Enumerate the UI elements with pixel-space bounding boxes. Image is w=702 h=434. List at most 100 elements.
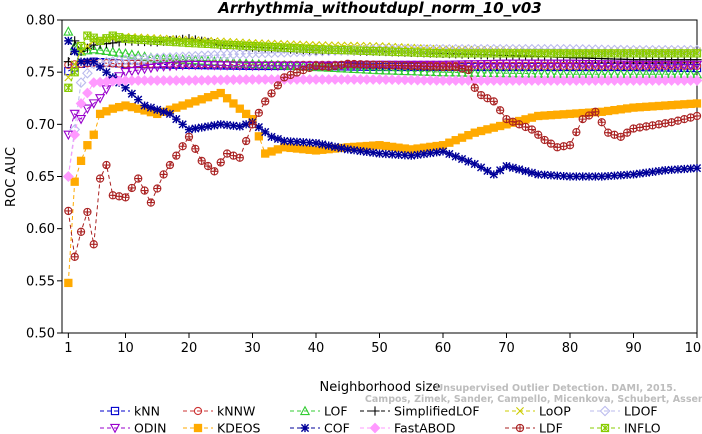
- point-odin: [152, 62, 163, 73]
- point-ldf: [197, 156, 206, 165]
- point-cof: [324, 141, 333, 150]
- point-odin: [577, 59, 588, 70]
- point-cof: [464, 157, 473, 166]
- point-cof: [165, 109, 175, 118]
- point-odin: [628, 60, 639, 71]
- point-odin: [602, 60, 614, 70]
- point-inflo: [692, 49, 702, 58]
- point-cof: [153, 105, 162, 114]
- point-odin: [285, 61, 296, 72]
- point-odin: [526, 59, 538, 70]
- legend-item-loop: LoOP: [505, 404, 571, 419]
- point-lof: [380, 64, 391, 75]
- point-inflo: [102, 34, 111, 43]
- point-cof: [223, 120, 232, 130]
- point-kdeos: [692, 99, 702, 108]
- point-odin: [450, 60, 461, 71]
- point-inflo: [70, 68, 79, 77]
- legend-item-lof: LOF: [290, 404, 348, 419]
- point-odin: [634, 60, 645, 71]
- legend-marker-kdeos: [193, 423, 203, 433]
- point-ldf: [134, 174, 143, 183]
- point-odin: [215, 61, 226, 71]
- point-cof: [261, 127, 270, 137]
- point-kdeos: [229, 99, 238, 108]
- point-odin: [253, 61, 264, 72]
- point-lof: [387, 65, 398, 75]
- legend-item-kdeos: KDEOS: [183, 421, 261, 434]
- point-odin: [202, 61, 214, 71]
- legend-marker-loop: [516, 407, 524, 415]
- point-lof: [266, 59, 277, 69]
- point-odin: [641, 60, 652, 71]
- point-odin: [475, 60, 487, 70]
- point-ldf: [140, 186, 149, 195]
- series-layer: [62, 26, 702, 288]
- point-odin: [533, 59, 544, 70]
- legend-item-ldof: LDOF: [590, 404, 658, 419]
- point-inflo: [83, 31, 92, 40]
- point-odin: [463, 60, 474, 70]
- point-odin: [272, 61, 284, 72]
- point-cof: [419, 149, 429, 159]
- point-cof: [127, 89, 136, 98]
- point-odin: [323, 61, 334, 72]
- point-ldf: [534, 130, 543, 139]
- point-ldf: [83, 207, 92, 217]
- point-ldof: [75, 77, 87, 88]
- point-lof: [342, 63, 353, 73]
- point-cof: [254, 123, 263, 132]
- point-inflo: [76, 41, 86, 51]
- point-cof: [64, 36, 73, 45]
- point-odin: [171, 61, 182, 72]
- point-ldf: [273, 81, 283, 90]
- point-cof: [565, 172, 575, 181]
- point-cof: [616, 171, 625, 180]
- point-cof: [610, 171, 619, 180]
- point-odin: [437, 60, 449, 71]
- point-cof: [381, 149, 390, 159]
- point-odin: [552, 59, 563, 70]
- point-lof: [355, 63, 366, 74]
- point-odin: [75, 114, 87, 125]
- point-odin: [164, 61, 176, 72]
- legend: kNN kNNW LOF SimplifiedLOF LoOP LDOF ODIN KDEOS…: [100, 404, 661, 434]
- point-inflo: [89, 33, 98, 42]
- point-kdeos: [83, 141, 92, 150]
- point-odin: [647, 60, 658, 71]
- point-cof: [515, 165, 524, 174]
- legend-label: FastABOD: [394, 421, 456, 434]
- point-odin: [488, 59, 499, 70]
- point-cof: [692, 164, 702, 173]
- point-cof: [597, 172, 606, 181]
- point-lof: [63, 26, 74, 36]
- point-odin: [412, 60, 423, 71]
- point-lof: [202, 55, 214, 66]
- point-cof: [667, 165, 676, 174]
- x-axis: 1 10 20 30 40 50 60 70 80 90 100: [64, 333, 702, 356]
- series-fastabod: [62, 74, 702, 182]
- point-odin: [539, 59, 550, 70]
- point-lof: [393, 65, 404, 75]
- point-cof: [489, 170, 498, 179]
- point-odin: [456, 60, 468, 70]
- point-cof: [203, 122, 213, 131]
- point-odin: [571, 59, 582, 70]
- point-odin: [133, 65, 144, 76]
- x-axis-label: Neighborhood size: [320, 380, 441, 395]
- point-cof: [121, 83, 130, 92]
- point-ldf: [578, 114, 587, 124]
- point-cof: [83, 57, 92, 66]
- point-cof: [477, 163, 486, 172]
- point-ldf: [470, 83, 479, 92]
- point-cof: [407, 151, 416, 160]
- point-odin: [406, 60, 417, 71]
- point-cof: [426, 149, 435, 158]
- point-cof: [178, 120, 187, 129]
- point-ldf: [483, 94, 492, 103]
- point-odin: [158, 62, 169, 72]
- legend-item-odin: ODIN: [100, 421, 167, 434]
- point-odin: [88, 99, 99, 109]
- legend-label: kNN: [134, 404, 160, 419]
